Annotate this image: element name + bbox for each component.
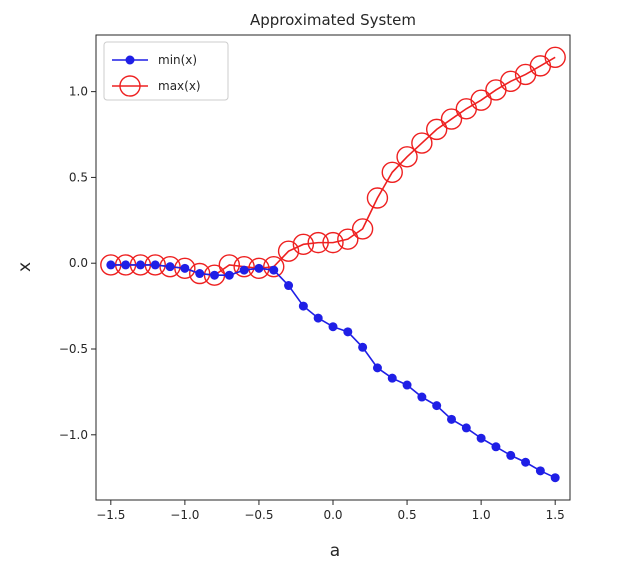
chart-title: Approximated System bbox=[250, 11, 416, 29]
max-point bbox=[263, 255, 285, 278]
max-point bbox=[337, 228, 359, 250]
min-point bbox=[550, 473, 560, 483]
max-point bbox=[366, 187, 389, 209]
x-tick-label: 1.0 bbox=[472, 508, 491, 522]
min-point bbox=[224, 270, 234, 280]
x-tick-label: 1.5 bbox=[546, 508, 565, 522]
y-tick-label: 0.5 bbox=[69, 170, 88, 184]
min-point bbox=[180, 263, 190, 273]
max-point bbox=[351, 218, 374, 240]
min-point bbox=[521, 457, 531, 467]
max-point bbox=[322, 231, 344, 254]
legend-label-min: min(x) bbox=[158, 53, 197, 67]
min-point bbox=[239, 265, 249, 275]
min-point bbox=[298, 301, 308, 311]
min-point bbox=[506, 450, 516, 460]
max-point bbox=[188, 262, 211, 285]
min-point bbox=[210, 270, 219, 280]
min-point bbox=[358, 342, 368, 352]
min-point bbox=[313, 313, 323, 323]
max-point bbox=[500, 70, 522, 93]
min-point bbox=[491, 442, 501, 452]
max-point bbox=[425, 118, 448, 141]
min-point bbox=[372, 363, 382, 373]
min-point bbox=[284, 281, 294, 291]
min-point bbox=[461, 423, 471, 433]
max-point bbox=[396, 146, 418, 168]
y-tick-label: −0.5 bbox=[59, 342, 88, 356]
min-point bbox=[269, 265, 279, 275]
legend-label-max: max(x) bbox=[158, 79, 201, 93]
min-point bbox=[165, 262, 175, 272]
y-tick-label: −1.0 bbox=[59, 428, 88, 442]
min-point bbox=[402, 380, 412, 390]
min-point bbox=[254, 263, 264, 273]
x-axis-label: a bbox=[330, 541, 340, 561]
legend-marker-min bbox=[125, 55, 135, 65]
max-point bbox=[440, 108, 463, 130]
min-point bbox=[387, 373, 397, 383]
max-point bbox=[233, 255, 255, 278]
max-point bbox=[544, 46, 566, 69]
max-point bbox=[292, 233, 315, 256]
max-point bbox=[174, 257, 196, 280]
min-point bbox=[535, 466, 545, 476]
min-point bbox=[195, 269, 205, 279]
min-point bbox=[328, 322, 338, 332]
min-point bbox=[432, 401, 442, 411]
max-point bbox=[411, 132, 433, 154]
min-point bbox=[447, 414, 456, 424]
max-point bbox=[248, 257, 270, 280]
x-tick-label: 0.5 bbox=[398, 508, 417, 522]
max-point bbox=[159, 255, 181, 278]
legend-marker-max bbox=[119, 75, 141, 97]
min-point bbox=[150, 260, 160, 270]
min-point bbox=[417, 392, 427, 402]
series-line-min bbox=[110, 264, 556, 479]
min-point bbox=[343, 327, 353, 337]
min-point bbox=[106, 260, 116, 270]
y-tick-label: 1.0 bbox=[69, 85, 88, 99]
max-point bbox=[470, 89, 492, 111]
x-tick-label: −1.5 bbox=[96, 508, 125, 522]
legend: min(x) max(x) bbox=[103, 41, 229, 101]
x-tick-label: 0.0 bbox=[323, 508, 342, 522]
max-point bbox=[307, 231, 329, 254]
max-point bbox=[277, 240, 300, 262]
y-axis-label: x bbox=[15, 262, 35, 272]
min-point bbox=[121, 260, 131, 270]
y-tick-label: 0.0 bbox=[69, 256, 88, 270]
x-tick-label: −0.5 bbox=[244, 508, 273, 522]
min-point bbox=[135, 260, 145, 270]
max-point bbox=[381, 161, 403, 183]
x-tick-label: −1.0 bbox=[170, 508, 199, 522]
min-point bbox=[476, 433, 486, 443]
